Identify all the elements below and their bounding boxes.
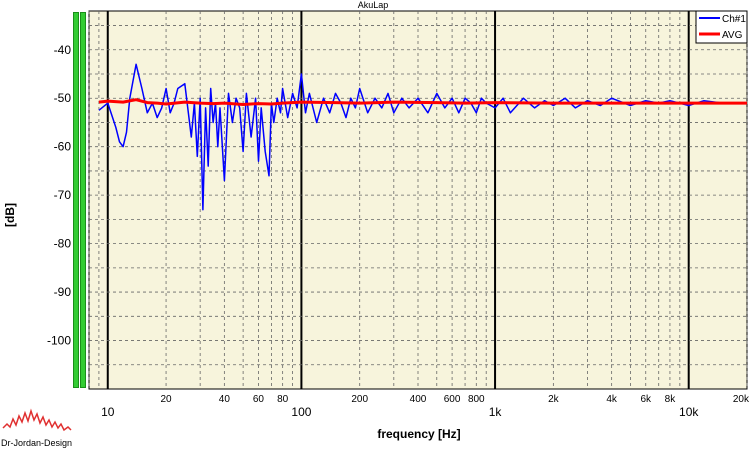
y-tick-label: -100: [47, 334, 71, 348]
series-line-avg: [98, 98, 747, 106]
x-tick-label: 1k: [489, 405, 503, 419]
x-tick-label: 8k: [665, 394, 677, 405]
level-meter-right: [80, 12, 86, 388]
logo-waveform-icon: [2, 408, 72, 432]
y-tick-label: -60: [54, 140, 72, 154]
x-tick-label: 20: [160, 394, 172, 405]
x-tick-label: 100: [291, 405, 311, 419]
x-tick-label: 2k: [548, 394, 560, 405]
y-axis-label: [dB]: [3, 203, 17, 227]
legend: Ch#1 AVG: [695, 10, 748, 44]
x-axis-label: frequency [Hz]: [377, 427, 460, 441]
x-tick-label: 6k: [640, 394, 652, 405]
x-tick-label: 400: [410, 394, 427, 405]
y-tick-label: -40: [54, 43, 72, 57]
legend-label-ch1: Ch#1: [722, 14, 746, 25]
x-tick-label: 20k: [733, 394, 750, 405]
x-tick-label: 80: [277, 394, 289, 405]
legend-label-avg: AVG: [722, 30, 743, 41]
logo-text: Dr-Jordan-Design: [1, 438, 72, 448]
series-line-ch1: [98, 63, 747, 211]
x-tick-label: 10: [101, 405, 115, 419]
x-tick-label: 200: [351, 394, 368, 405]
grid: [88, 11, 748, 389]
x-tick-label: 40: [219, 394, 231, 405]
dr-jordan-design-logo: Dr-Jordan-Design: [1, 408, 72, 448]
series-layer: [98, 63, 747, 211]
chart-title: AkuLap: [358, 0, 389, 10]
x-tick-label: 60: [253, 394, 265, 405]
y-tick-label: -50: [54, 91, 72, 105]
y-tick-label: -90: [54, 285, 72, 299]
x-tick-label: 4k: [606, 394, 618, 405]
x-tick-label: 10k: [679, 405, 699, 419]
y-tick-label: -70: [54, 188, 72, 202]
x-tick-label: 600: [444, 394, 461, 405]
x-tick-label: 800: [468, 394, 485, 405]
legend-box: [695, 10, 748, 44]
y-axis-ticks: -40 -50 -60 -70 -80 -90 -100: [47, 43, 71, 348]
level-meter-left: [73, 12, 79, 388]
y-tick-label: -80: [54, 237, 72, 251]
